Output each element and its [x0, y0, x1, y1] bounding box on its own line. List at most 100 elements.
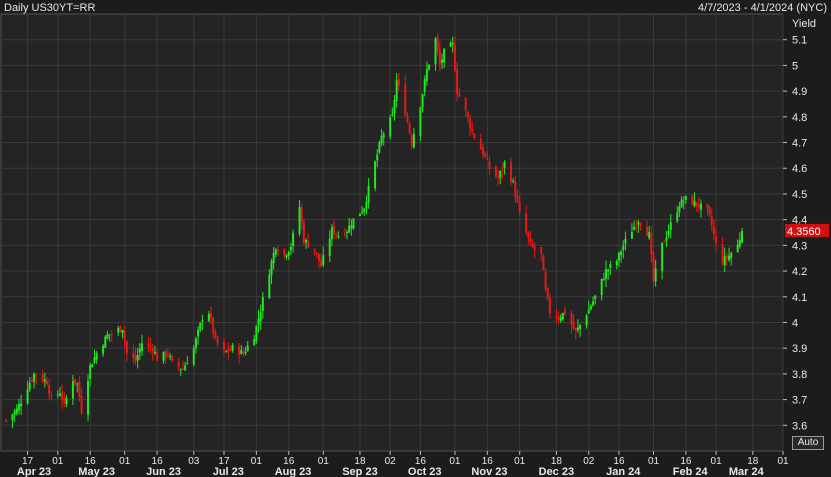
candle-body — [225, 351, 228, 353]
candle-body — [499, 171, 502, 178]
x-day-label: 16 — [85, 456, 97, 467]
candle-body — [140, 343, 143, 351]
y-tick-label: 4.1 — [792, 292, 807, 304]
candle-body — [305, 240, 308, 243]
candle-body — [740, 230, 743, 243]
candle-body — [451, 42, 454, 45]
candle — [149, 337, 152, 354]
candle-body — [162, 351, 165, 361]
candle-body — [531, 243, 534, 247]
candle — [572, 314, 575, 330]
candle-body — [147, 344, 150, 346]
candle-body — [514, 181, 517, 197]
candle-body — [699, 203, 702, 210]
candle-body — [337, 235, 340, 237]
candle-body — [71, 381, 74, 399]
candle-body — [615, 261, 618, 266]
candle — [393, 94, 396, 121]
candle-body — [639, 223, 642, 227]
candle — [579, 323, 582, 337]
candle — [298, 200, 301, 237]
x-day-label: 16 — [415, 456, 427, 467]
candle — [87, 374, 90, 421]
candle — [484, 151, 487, 159]
candle-body — [117, 328, 120, 333]
y-tick-label: 4.7 — [792, 138, 807, 150]
candle — [451, 36, 454, 53]
x-day-label: 16 — [482, 456, 494, 467]
candle-body — [488, 161, 491, 169]
candle-body — [518, 202, 521, 212]
candle-body — [730, 253, 733, 259]
candle-body — [710, 216, 713, 225]
candle — [162, 351, 165, 365]
candle — [607, 268, 610, 280]
candle — [102, 343, 105, 357]
candle-body — [484, 152, 487, 157]
candle — [464, 97, 467, 118]
candle-body — [691, 195, 694, 205]
x-day-label: 16 — [680, 456, 692, 467]
candle — [434, 36, 437, 72]
candle — [50, 391, 53, 401]
candle — [240, 345, 243, 355]
candle — [283, 248, 286, 259]
candle-body — [697, 204, 700, 208]
candle — [363, 207, 366, 217]
candle-body — [13, 411, 16, 415]
candle-body — [695, 202, 698, 206]
x-month-label: Jul 23 — [213, 466, 244, 477]
candle — [564, 306, 567, 316]
candle — [695, 202, 698, 212]
candle-body — [406, 115, 409, 123]
candle-body — [361, 211, 364, 214]
candle — [5, 418, 7, 423]
candle-body — [330, 227, 333, 240]
candle-body — [292, 232, 295, 246]
y-tick-label: 4.2 — [792, 266, 807, 278]
candle-body — [410, 135, 413, 146]
candle-body — [41, 374, 44, 382]
candle — [358, 213, 361, 217]
candle-body — [231, 345, 234, 351]
candle-body — [652, 252, 655, 282]
x-day-label: 02 — [583, 456, 595, 467]
candle — [440, 53, 443, 70]
candle — [473, 132, 476, 140]
candle — [212, 316, 215, 340]
candle-body — [125, 341, 128, 354]
auto-scale-button[interactable]: Auto — [792, 436, 824, 450]
candle-body — [680, 199, 683, 208]
candle-body — [481, 147, 484, 155]
candle — [389, 114, 392, 140]
candle — [56, 390, 59, 399]
candle-body — [408, 123, 411, 134]
candle-body — [630, 232, 633, 239]
candle-body — [274, 249, 277, 255]
candle — [348, 217, 351, 234]
candle-body — [365, 201, 368, 209]
candle — [41, 370, 44, 384]
candle-body — [466, 112, 469, 118]
candle — [693, 192, 696, 208]
candle — [512, 178, 515, 184]
candle-body — [501, 168, 504, 170]
candle-body — [333, 225, 336, 235]
candle — [276, 245, 279, 257]
candle-body — [607, 269, 610, 272]
candle — [378, 140, 381, 155]
candle-body — [149, 345, 152, 348]
candle — [680, 196, 683, 208]
candle — [28, 377, 31, 392]
candle — [132, 344, 135, 364]
candle — [61, 384, 64, 409]
candle — [197, 326, 200, 345]
candle — [540, 247, 543, 262]
candle-body — [391, 114, 394, 116]
candle — [216, 335, 219, 347]
candle — [503, 160, 506, 175]
candle-body — [533, 246, 536, 250]
x-day-label: 01 — [711, 456, 723, 467]
candle — [259, 304, 262, 331]
